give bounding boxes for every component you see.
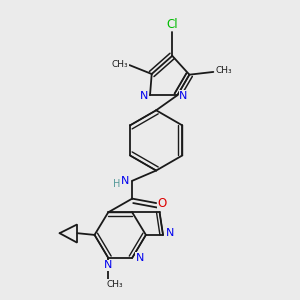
Text: N: N [104, 260, 112, 270]
Text: CH₃: CH₃ [112, 60, 128, 69]
Text: N: N [179, 91, 188, 101]
Text: N: N [121, 176, 129, 186]
Text: N: N [140, 91, 148, 101]
Text: Cl: Cl [167, 18, 178, 31]
Text: N: N [136, 253, 144, 263]
Text: CH₃: CH₃ [215, 66, 232, 75]
Text: H: H [113, 179, 121, 189]
Text: CH₃: CH₃ [107, 280, 123, 289]
Text: O: O [158, 196, 167, 210]
Text: N: N [167, 228, 175, 238]
